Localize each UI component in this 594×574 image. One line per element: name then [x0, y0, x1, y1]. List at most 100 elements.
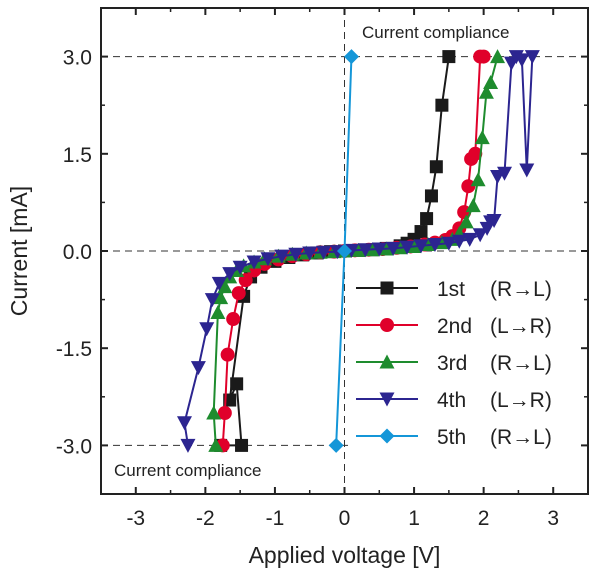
data-point-s3-3 — [213, 290, 229, 305]
data-point-s1-20 — [420, 212, 434, 226]
legend-label-2: 2nd — [437, 315, 472, 338]
legend-direction-2: (L→R) — [490, 315, 552, 338]
data-point-s1-19 — [414, 225, 428, 239]
data-point-s4-9 — [260, 252, 276, 267]
data-point-s4-1 — [176, 416, 192, 431]
x-tick-label-5: 2 — [478, 507, 490, 530]
data-point-s4-3 — [199, 322, 215, 337]
legend-label-3: 3rd — [437, 352, 467, 375]
legend-item-4: 4th (L→R) — [356, 389, 552, 412]
legend-marker-1 — [380, 281, 394, 295]
data-point-s4-22 — [441, 236, 457, 251]
y-tick-label-0: -3.0 — [56, 435, 92, 458]
data-point-s3-29 — [478, 84, 494, 99]
data-point-s3-30 — [483, 75, 499, 90]
data-point-s4-18 — [385, 241, 401, 256]
data-point-s4-5 — [211, 276, 227, 291]
data-point-s2-3 — [226, 312, 241, 327]
data-point-s1-21 — [424, 189, 438, 203]
y-tick-label-4: 3.0 — [63, 47, 92, 70]
data-point-s2-1 — [217, 406, 232, 420]
x-tick-label-0: -3 — [126, 507, 145, 530]
x-tick-label-1: -2 — [196, 507, 215, 530]
data-point-s4-11 — [288, 247, 304, 262]
data-point-s4-16 — [357, 243, 373, 258]
data-point-s2-2 — [220, 347, 235, 362]
data-point-s5-1 — [337, 243, 352, 259]
legend-label-5: 5th — [437, 426, 466, 449]
legend-item-5: 5th (R→L) — [356, 426, 552, 449]
legend-marker-4 — [379, 392, 395, 407]
data-point-s4-8 — [246, 255, 262, 270]
x-axis-title: Applied voltage [V] — [249, 542, 441, 568]
data-point-s4-33 — [514, 53, 530, 68]
data-point-s3-4 — [217, 279, 233, 294]
data-point-s4-23 — [451, 234, 467, 249]
data-point-s4-19 — [399, 240, 415, 255]
legend: 1st (R→L) 2nd (L→R) 3rd (R→L) 4th (L→R) 5th (R→L) — [350, 268, 582, 464]
data-point-s4-34 — [519, 163, 535, 178]
y-tick-label-1: -1.5 — [56, 338, 92, 361]
legend-marker-3 — [379, 354, 395, 369]
data-point-s4-17 — [371, 242, 387, 257]
legend-direction-3: (R→L) — [490, 352, 552, 375]
x-tick-label-6: 3 — [547, 507, 559, 530]
data-point-s5-2 — [328, 437, 344, 453]
data-point-s4-10 — [274, 249, 290, 264]
legend-item-3: 3rd (R→L) — [356, 352, 552, 375]
series-5 — [328, 49, 359, 453]
data-point-s4-4 — [204, 293, 220, 308]
legend-marker-2 — [380, 318, 394, 332]
data-point-s4-0 — [180, 438, 196, 453]
data-point-s4-7 — [232, 260, 248, 275]
data-point-s4-28 — [486, 214, 502, 229]
y-tick-label-3: 1.5 — [63, 144, 92, 167]
legend-label-1: 1st — [437, 278, 465, 301]
data-point-s1-23 — [435, 98, 449, 112]
legend-label-4: 4th — [437, 389, 466, 412]
annotation-compliance-bottom: Current compliance — [114, 461, 261, 480]
data-point-s3-0 — [208, 437, 224, 452]
data-point-s1-1 — [235, 438, 249, 452]
data-point-s3-21 — [420, 237, 436, 252]
data-point-s3-31 — [490, 49, 506, 64]
x-axis: -3 -2 -1 0 1 2 3 — [126, 8, 559, 530]
data-point-s3-28 — [474, 130, 490, 145]
series-4 — [176, 50, 540, 453]
data-point-s4-20 — [413, 239, 429, 254]
data-point-s3-26 — [465, 198, 481, 213]
data-point-s3-1 — [206, 405, 222, 420]
data-point-s4-30 — [497, 166, 513, 181]
data-point-s2-4 — [231, 286, 246, 301]
legend-marker-5 — [379, 428, 395, 444]
data-point-s4-35 — [524, 50, 540, 65]
data-point-s2-25 — [461, 179, 476, 194]
y-axis-title: Current [mA] — [6, 186, 32, 316]
data-point-s4-25 — [472, 228, 488, 243]
y-tick-label-2: 0.0 — [63, 241, 92, 264]
y-axis: -3.0 -1.5 0.0 1.5 3.0 — [56, 7, 588, 495]
legend-direction-1: (R→L) — [490, 278, 552, 301]
data-point-s1-24 — [442, 50, 456, 64]
data-point-s3-25 — [458, 214, 474, 229]
data-point-s4-21 — [427, 238, 443, 253]
data-point-s3-27 — [470, 172, 486, 187]
data-point-s5-0 — [343, 49, 359, 65]
data-point-s4-24 — [462, 232, 478, 247]
data-point-s4-6 — [222, 267, 238, 282]
x-tick-label-3: 0 — [339, 507, 351, 530]
legend-item-2: 2nd (L→R) — [356, 315, 552, 338]
series-group — [176, 49, 540, 453]
data-point-s1-22 — [429, 160, 443, 174]
legend-item-1: 1st (R→L) — [356, 278, 552, 301]
legend-direction-4: (L→R) — [490, 389, 552, 412]
data-point-s1-2 — [230, 377, 244, 391]
x-tick-label-2: -1 — [266, 507, 285, 530]
data-point-s2-27 — [468, 146, 483, 161]
data-point-s4-13 — [316, 245, 332, 260]
x-tick-label-4: 1 — [408, 507, 420, 530]
data-point-s3-2 — [210, 305, 226, 320]
data-point-s2-29 — [476, 49, 491, 64]
data-point-s4-12 — [302, 246, 318, 261]
